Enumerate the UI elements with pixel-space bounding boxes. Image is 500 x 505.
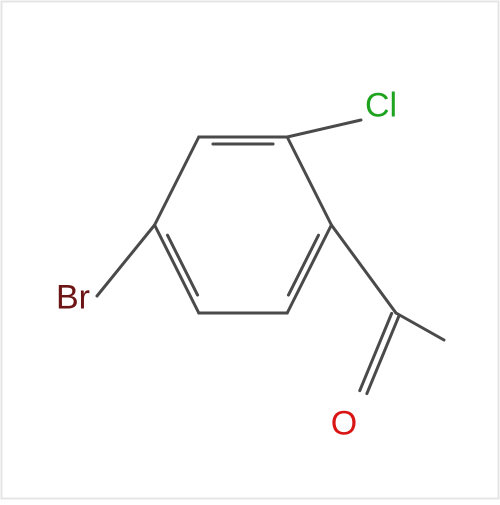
structure-canvas: Cl Br O [0,0,500,500]
oxygen-label: O [331,405,357,444]
chlorine-label: Cl [365,87,397,126]
bromine-label: Br [56,279,90,318]
molecule-svg [0,0,500,500]
